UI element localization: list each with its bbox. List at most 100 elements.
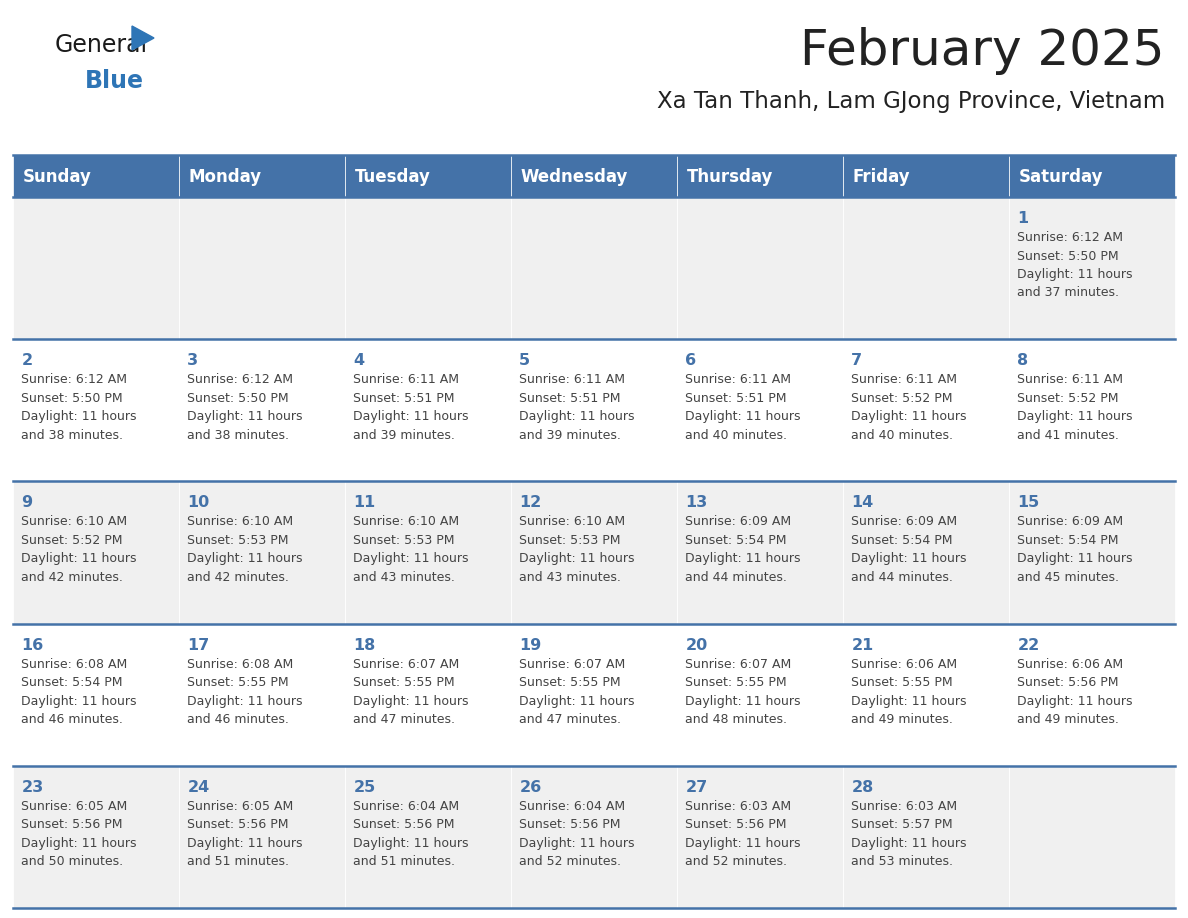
Text: and 48 minutes.: and 48 minutes. [685,713,788,726]
Bar [13,339,179,481]
Text: Sunrise: 6:03 AM: Sunrise: 6:03 AM [852,800,958,812]
Text: and 40 minutes.: and 40 minutes. [852,429,953,442]
Text: Sunset: 5:53 PM: Sunset: 5:53 PM [353,534,455,547]
Text: Sunset: 5:56 PM: Sunset: 5:56 PM [685,818,786,832]
Text: Sunset: 5:51 PM: Sunset: 5:51 PM [685,392,786,405]
Text: Daylight: 11 hours: Daylight: 11 hours [353,553,469,565]
Text: Blue: Blue [86,69,144,93]
Text: and 50 minutes.: and 50 minutes. [21,856,124,868]
Text: Daylight: 11 hours: Daylight: 11 hours [188,553,303,565]
Text: Daylight: 11 hours: Daylight: 11 hours [1017,695,1133,708]
Bar [179,155,345,197]
Text: Sunset: 5:55 PM: Sunset: 5:55 PM [188,676,289,689]
Text: Tuesday: Tuesday [355,168,431,186]
Text: Daylight: 11 hours: Daylight: 11 hours [1017,410,1133,423]
Bar [511,339,677,481]
Text: Sunrise: 6:09 AM: Sunrise: 6:09 AM [852,515,958,529]
Text: 25: 25 [353,779,375,795]
Bar [179,623,345,766]
Text: General: General [55,33,148,57]
Text: Daylight: 11 hours: Daylight: 11 hours [519,695,634,708]
Bar [1009,623,1175,766]
Text: and 44 minutes.: and 44 minutes. [685,571,788,584]
Text: Sunrise: 6:09 AM: Sunrise: 6:09 AM [685,515,791,529]
Text: and 47 minutes.: and 47 minutes. [353,713,455,726]
Text: and 40 minutes.: and 40 minutes. [685,429,788,442]
Bar [13,155,179,197]
Text: 11: 11 [353,496,375,510]
Text: Sunrise: 6:11 AM: Sunrise: 6:11 AM [685,374,791,386]
Text: 3: 3 [188,353,198,368]
Bar [843,197,1009,339]
Text: and 51 minutes.: and 51 minutes. [353,856,455,868]
Text: and 38 minutes.: and 38 minutes. [188,429,290,442]
Text: Sunrise: 6:11 AM: Sunrise: 6:11 AM [353,374,460,386]
Text: 9: 9 [21,496,32,510]
Text: and 37 minutes.: and 37 minutes. [1017,286,1119,299]
Text: 18: 18 [353,638,375,653]
Text: Sunset: 5:56 PM: Sunset: 5:56 PM [188,818,289,832]
Bar [179,481,345,623]
Text: 20: 20 [685,638,708,653]
Text: Sunset: 5:52 PM: Sunset: 5:52 PM [852,392,953,405]
Text: 19: 19 [519,638,542,653]
Bar [345,481,511,623]
Text: and 43 minutes.: and 43 minutes. [519,571,621,584]
Text: Daylight: 11 hours: Daylight: 11 hours [852,695,967,708]
Text: Daylight: 11 hours: Daylight: 11 hours [685,695,801,708]
Bar [677,481,843,623]
Text: Daylight: 11 hours: Daylight: 11 hours [21,410,137,423]
Bar [13,197,179,339]
Text: 21: 21 [852,638,873,653]
Text: Sunrise: 6:10 AM: Sunrise: 6:10 AM [188,515,293,529]
Bar [511,623,677,766]
Text: Sunrise: 6:10 AM: Sunrise: 6:10 AM [519,515,625,529]
Text: 13: 13 [685,496,708,510]
Text: Sunset: 5:57 PM: Sunset: 5:57 PM [852,818,953,832]
Text: and 42 minutes.: and 42 minutes. [21,571,124,584]
Text: 12: 12 [519,496,542,510]
Bar [843,766,1009,908]
Polygon shape [132,26,154,50]
Text: Sunrise: 6:06 AM: Sunrise: 6:06 AM [852,657,958,671]
Text: Monday: Monday [189,168,263,186]
Text: 16: 16 [21,638,44,653]
Text: 7: 7 [852,353,862,368]
Text: Sunrise: 6:07 AM: Sunrise: 6:07 AM [685,657,791,671]
Text: Sunrise: 6:08 AM: Sunrise: 6:08 AM [188,657,293,671]
Text: Sunset: 5:54 PM: Sunset: 5:54 PM [685,534,786,547]
Text: Sunset: 5:55 PM: Sunset: 5:55 PM [519,676,621,689]
Text: Daylight: 11 hours: Daylight: 11 hours [353,837,469,850]
Bar [511,766,677,908]
Bar [843,155,1009,197]
Text: 27: 27 [685,779,708,795]
Text: Sunset: 5:53 PM: Sunset: 5:53 PM [188,534,289,547]
Text: Sunrise: 6:07 AM: Sunrise: 6:07 AM [519,657,626,671]
Bar [677,623,843,766]
Text: Thursday: Thursday [687,168,773,186]
Text: Sunrise: 6:12 AM: Sunrise: 6:12 AM [21,374,127,386]
Text: Sunrise: 6:04 AM: Sunrise: 6:04 AM [353,800,460,812]
Text: Daylight: 11 hours: Daylight: 11 hours [21,695,137,708]
Bar [179,197,345,339]
Bar [1009,339,1175,481]
Text: Sunset: 5:55 PM: Sunset: 5:55 PM [685,676,786,689]
Text: and 39 minutes.: and 39 minutes. [353,429,455,442]
Text: Wednesday: Wednesday [522,168,628,186]
Text: 8: 8 [1017,353,1029,368]
Bar [13,481,179,623]
Text: and 52 minutes.: and 52 minutes. [685,856,788,868]
Text: Daylight: 11 hours: Daylight: 11 hours [852,553,967,565]
Text: and 39 minutes.: and 39 minutes. [519,429,621,442]
Text: 2: 2 [21,353,32,368]
Text: 26: 26 [519,779,542,795]
Text: and 45 minutes.: and 45 minutes. [1017,571,1119,584]
Text: Daylight: 11 hours: Daylight: 11 hours [519,553,634,565]
Text: Daylight: 11 hours: Daylight: 11 hours [21,553,137,565]
Text: and 46 minutes.: and 46 minutes. [188,713,289,726]
Text: Sunrise: 6:11 AM: Sunrise: 6:11 AM [852,374,958,386]
Text: and 47 minutes.: and 47 minutes. [519,713,621,726]
Text: Daylight: 11 hours: Daylight: 11 hours [1017,268,1133,281]
Text: 5: 5 [519,353,530,368]
Text: Sunset: 5:50 PM: Sunset: 5:50 PM [1017,250,1119,263]
